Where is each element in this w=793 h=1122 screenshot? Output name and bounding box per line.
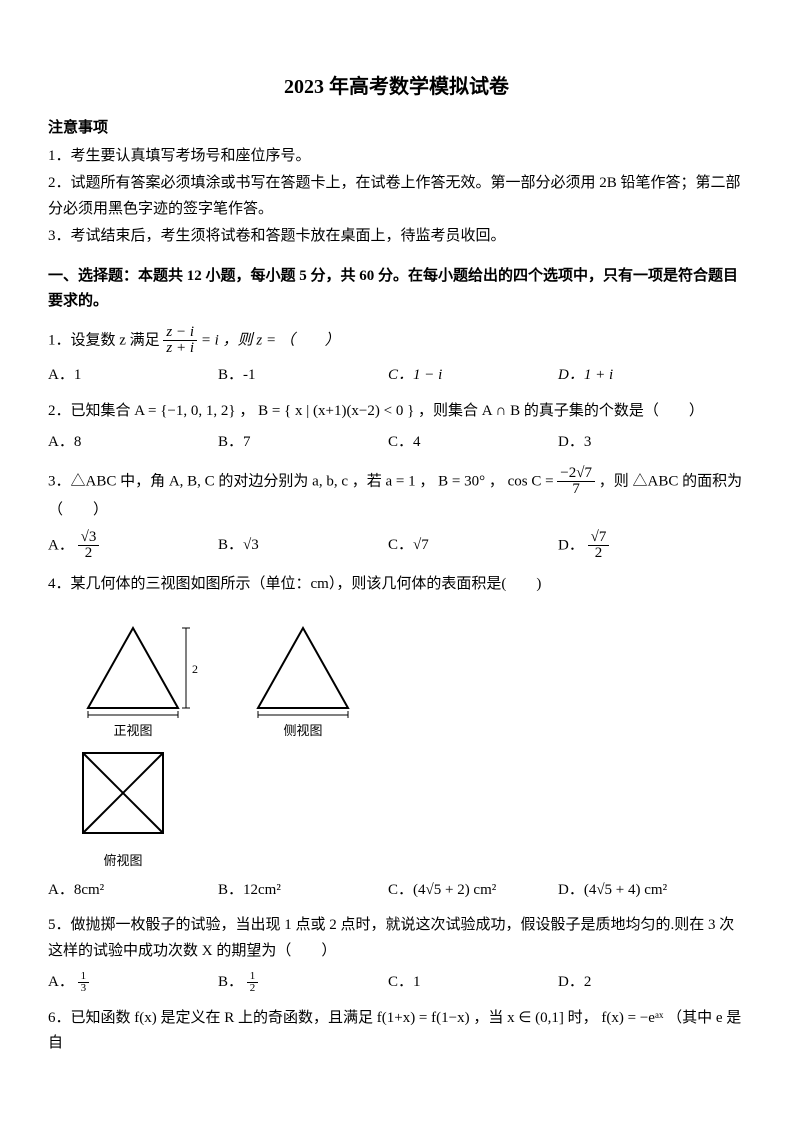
q1-opt-c: C．1 − i [388, 363, 558, 389]
q5-a-pre: A． [48, 974, 74, 990]
q4-stem: 4．某几何体的三视图如图所示（单位：cm），则该几何体的表面积是( ) [48, 576, 541, 592]
svg-text:2: 2 [295, 715, 301, 718]
q4-figures: 2 2 正视图 2 侧视图 [68, 618, 745, 742]
q4-opt-a: A．8cm² [48, 878, 218, 904]
q3-options: A． √3 2 B．√3 C．√7 D． √7 2 [48, 530, 745, 563]
q1-fraction: z − i z + i [163, 325, 197, 358]
question-4: 4．某几何体的三视图如图所示（单位：cm），则该几何体的表面积是( ) 2 2 … [48, 572, 745, 903]
q5-opt-a: A． 1 3 [48, 970, 218, 996]
q1-options: A．1 B．-1 C．1 − i D．1 + i [48, 363, 745, 389]
q3-opt-a: A． √3 2 [48, 530, 218, 563]
triangle-side-icon: 2 [238, 618, 368, 718]
q3-a-frac: √3 2 [78, 530, 100, 563]
svg-text:2: 2 [192, 662, 198, 676]
q4-opt-d: D．(4√5 + 4) cm² [558, 878, 728, 904]
q3-opt-b: B．√3 [218, 533, 388, 559]
q3-frac-den: 7 [557, 482, 595, 498]
q3-stem-a: 3．△ABC 中，角 A, B, C 的对边分别为 a, b, c ，若 a =… [48, 473, 557, 489]
q5-b-pre: B． [218, 974, 243, 990]
q1-frac-den: z + i [163, 341, 197, 357]
note-line: 1．考生要认真填写考场号和座位序号。 [48, 144, 745, 170]
q4-top-row: 俯视图 [68, 748, 745, 872]
exam-page: 2023 年高考数学模拟试卷 注意事项 1．考生要认真填写考场号和座位序号。 2… [0, 0, 793, 1122]
q2-opt-b: B．7 [218, 430, 388, 456]
q5-b-den: 2 [247, 983, 259, 995]
note-line: 2．试题所有答案必须填涂或书写在答题卡上，在试卷上作答无效。第一部分必须用 2B… [48, 171, 745, 222]
question-2: 2．已知集合 A = {−1, 0, 1, 2} ， B = { x | (x+… [48, 399, 745, 456]
q6-stem: 6．已知函数 f(x) 是定义在 R 上的奇函数，且满足 f(1+x) = f(… [48, 1010, 741, 1052]
q4-top-label: 俯视图 [68, 850, 178, 872]
q3-d-num: √7 [588, 530, 610, 547]
q5-opt-b: B． 1 2 [218, 970, 388, 996]
q1-opt-b: B．-1 [218, 363, 388, 389]
notes-label: 注意事项 [48, 116, 745, 142]
q4-options: A．8cm² B．12cm² C．(4√5 + 2) cm² D．(4√5 + … [48, 878, 745, 904]
q5-stem: 5．做抛掷一枚骰子的试验，当出现 1 点或 2 点时，就说这次试验成功，假设骰子… [48, 917, 734, 959]
q5-opt-c: C．1 [388, 970, 558, 996]
q5-options: A． 1 3 B． 1 2 C．1 D．2 [48, 970, 745, 996]
note-line: 3．考试结束后，考生须将试卷和答题卡放在桌面上，待监考员收回。 [48, 224, 745, 250]
q2-options: A．8 B．7 C．4 D．3 [48, 430, 745, 456]
q4-front-view: 2 2 正视图 [68, 618, 198, 742]
svg-text:2: 2 [125, 715, 131, 718]
q4-front-label: 正视图 [68, 720, 198, 742]
q3-a-num: √3 [78, 530, 100, 547]
question-5: 5．做抛掷一枚骰子的试验，当出现 1 点或 2 点时，就说这次试验成功，假设骰子… [48, 913, 745, 996]
q4-opt-c: C．(4√5 + 2) cm² [388, 878, 558, 904]
q4-top-view: 俯视图 [68, 748, 178, 872]
q4-side-label: 侧视图 [238, 720, 368, 742]
triangle-front-icon: 2 2 [68, 618, 198, 718]
q1-opt-d: D．1 + i [558, 363, 728, 389]
q2-opt-a: A．8 [48, 430, 218, 456]
question-6: 6．已知函数 f(x) 是定义在 R 上的奇函数，且满足 f(1+x) = f(… [48, 1006, 745, 1057]
q4-side-view: 2 侧视图 [238, 618, 368, 742]
notes-block: 注意事项 1．考生要认真填写考场号和座位序号。 2．试题所有答案必须填涂或书写在… [48, 116, 745, 250]
page-title: 2023 年高考数学模拟试卷 [48, 70, 745, 104]
q3-opt-c: C．√7 [388, 533, 558, 559]
question-1: 1．设复数 z 满足 z − i z + i = i ，则 z = （ ） A．… [48, 325, 745, 389]
q5-b-frac: 1 2 [247, 971, 259, 995]
q1-frac-num: z − i [163, 325, 197, 342]
q1-stem-post: = i ，则 z = （ ） [201, 332, 340, 348]
q2-opt-d: D．3 [558, 430, 728, 456]
q3-a-pre: A． [48, 537, 74, 553]
q5-opt-d: D．2 [558, 970, 728, 996]
q3-fraction: −2√7 7 [557, 466, 595, 499]
q3-d-frac: √7 2 [588, 530, 610, 563]
square-diagonals-icon [68, 748, 178, 848]
q4-opt-b: B．12cm² [218, 878, 388, 904]
q2-opt-c: C．4 [388, 430, 558, 456]
q3-d-pre: D． [558, 537, 584, 553]
q3-a-den: 2 [78, 546, 100, 562]
q5-a-frac: 1 3 [78, 971, 90, 995]
q5-a-den: 3 [78, 983, 90, 995]
section-1-text: 一、选择题：本题共 12 小题，每小题 5 分，共 60 分。在每小题给出的四个… [48, 268, 738, 310]
q3-d-den: 2 [588, 546, 610, 562]
question-3: 3．△ABC 中，角 A, B, C 的对边分别为 a, b, c ，若 a =… [48, 466, 745, 563]
q1-stem-pre: 1．设复数 z 满足 [48, 332, 163, 348]
q3-frac-num: −2√7 [557, 466, 595, 483]
q1-opt-a: A．1 [48, 363, 218, 389]
q3-opt-d: D． √7 2 [558, 530, 728, 563]
q2-stem: 2．已知集合 A = {−1, 0, 1, 2} ， B = { x | (x+… [48, 403, 704, 419]
section-1-heading: 一、选择题：本题共 12 小题，每小题 5 分，共 60 分。在每小题给出的四个… [48, 264, 745, 315]
